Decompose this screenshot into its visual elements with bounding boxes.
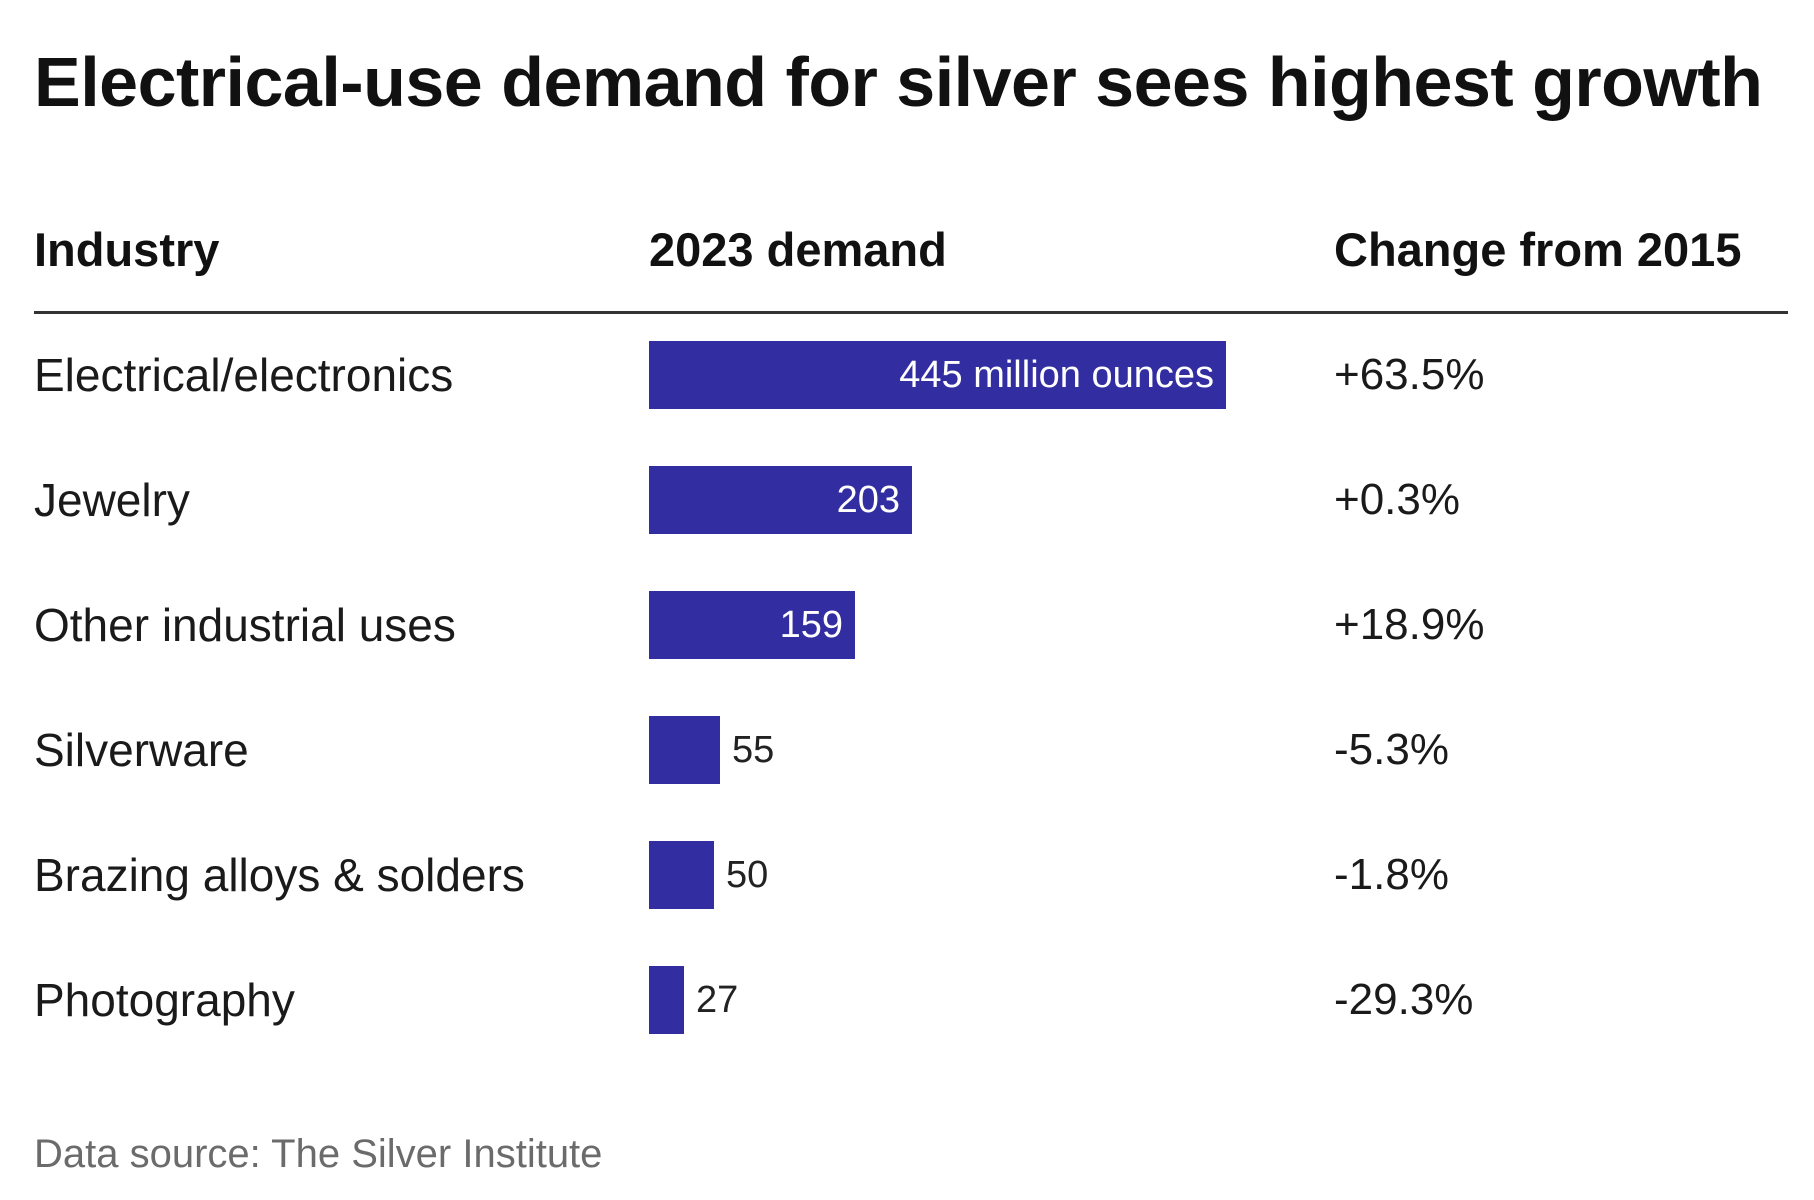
industry-label: Brazing alloys & solders xyxy=(34,849,525,901)
industry-column-header: Industry xyxy=(34,223,220,276)
change-value: -29.3% xyxy=(1334,975,1474,1024)
demand-bar xyxy=(649,466,912,534)
change-value: +18.9% xyxy=(1334,600,1485,649)
demand-bar xyxy=(649,966,684,1034)
change-value: -1.8% xyxy=(1334,850,1449,899)
change-column-header: Change from 2015 xyxy=(1334,223,1742,276)
table-row: Silverware 55 -5.3% xyxy=(0,716,1814,784)
demand-value-label: 203 xyxy=(836,479,900,521)
demand-value-label: 27 xyxy=(696,979,739,1021)
table-row: Photography 27 -29.3% xyxy=(0,966,1814,1034)
demand-bar xyxy=(649,716,720,784)
table-row: Jewelry 203 +0.3% xyxy=(0,466,1814,534)
demand-value-label: 55 xyxy=(732,729,775,771)
demand-bar xyxy=(649,591,855,659)
change-value: +63.5% xyxy=(1334,350,1485,399)
change-value: -5.3% xyxy=(1334,725,1449,774)
change-value: +0.3% xyxy=(1334,475,1460,524)
demand-value-label: 50 xyxy=(726,854,769,896)
industry-label: Electrical/electronics xyxy=(34,349,454,401)
demand-value-label: 159 xyxy=(779,604,843,646)
table-row: Other industrial uses 159 +18.9% xyxy=(0,591,1814,659)
demand-value-label: 445 million ounces xyxy=(899,354,1214,396)
table-row: Brazing alloys & solders 50 -1.8% xyxy=(0,841,1814,909)
industry-label: Silverware xyxy=(34,724,249,776)
demand-bar xyxy=(649,841,714,909)
header-divider xyxy=(34,311,1788,314)
industry-label: Other industrial uses xyxy=(34,599,456,651)
industry-label: Jewelry xyxy=(34,474,190,526)
source-note: Data source: The Silver Institute xyxy=(34,1132,603,1176)
demand-bar xyxy=(649,341,1226,409)
industry-label: Photography xyxy=(34,974,295,1026)
table-row: Electrical/electronics 445 million ounces… xyxy=(0,341,1814,409)
demand-column-header: 2023 demand xyxy=(649,223,947,276)
chart-title: Electrical-use demand for silver sees hi… xyxy=(34,43,1763,121)
